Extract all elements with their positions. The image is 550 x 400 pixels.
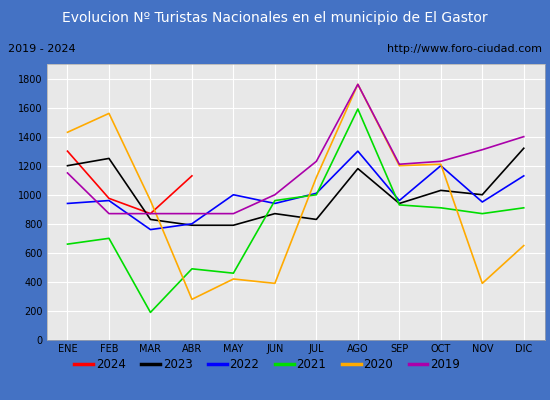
Text: 2019 - 2024: 2019 - 2024	[8, 44, 76, 54]
Text: 2019: 2019	[430, 358, 460, 370]
Text: http://www.foro-ciudad.com: http://www.foro-ciudad.com	[387, 44, 542, 54]
Text: Evolucion Nº Turistas Nacionales en el municipio de El Gastor: Evolucion Nº Turistas Nacionales en el m…	[62, 11, 488, 25]
Text: 2022: 2022	[229, 358, 260, 370]
Text: 2023: 2023	[163, 358, 192, 370]
Text: 2020: 2020	[364, 358, 393, 370]
Text: 2021: 2021	[296, 358, 326, 370]
Text: 2024: 2024	[96, 358, 125, 370]
